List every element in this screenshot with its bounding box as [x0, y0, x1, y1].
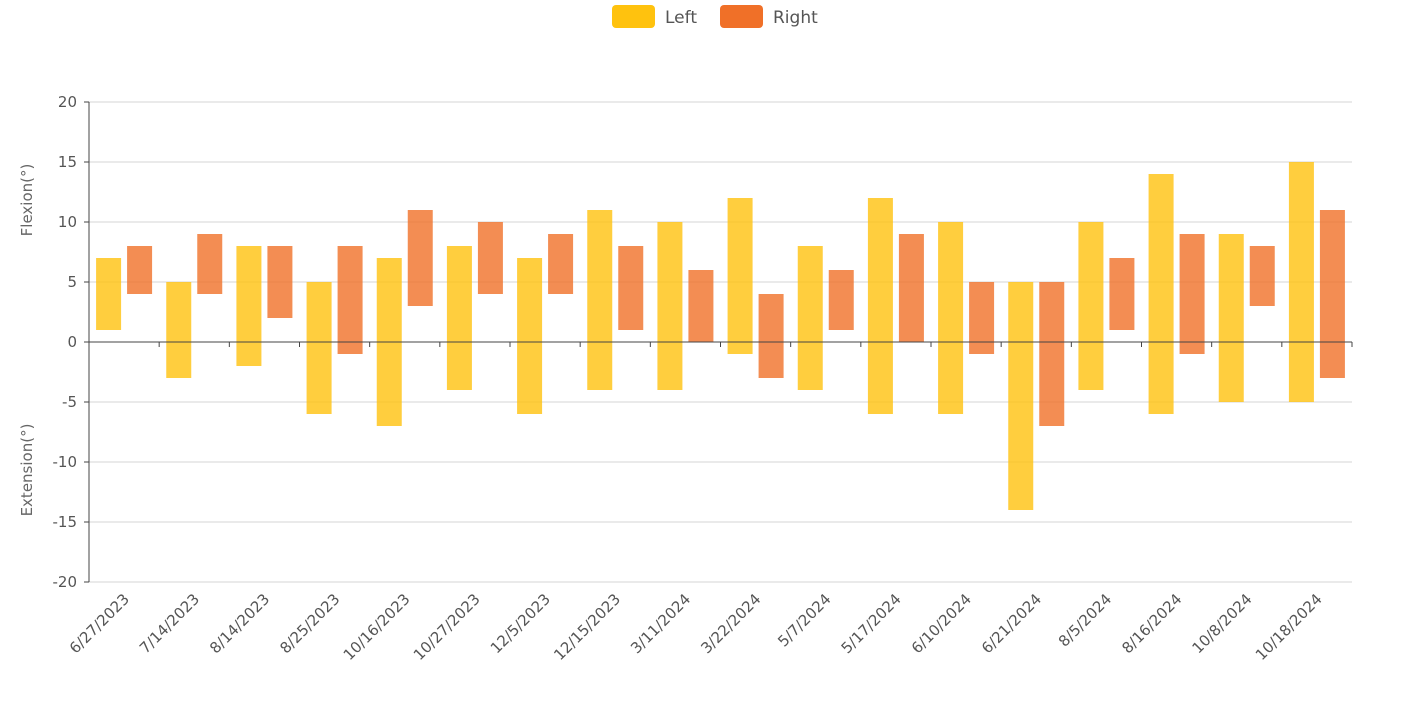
x-tick-label: 6/10/2024: [908, 590, 975, 657]
bar-right: [407, 210, 433, 306]
bar-left: [166, 282, 192, 378]
bar-left: [306, 282, 332, 414]
y-axis-label-flexion: Flexion(°): [18, 164, 36, 237]
x-tick-label: 5/7/2024: [774, 590, 834, 650]
x-tick-label: 8/5/2024: [1055, 590, 1115, 650]
x-tick-label: 6/21/2024: [978, 590, 1045, 657]
x-tick-label: 10/8/2024: [1188, 590, 1255, 657]
bar-left: [587, 210, 613, 390]
x-tick-label: 10/16/2023: [340, 590, 414, 664]
x-tick-label: 5/17/2024: [838, 590, 905, 657]
bar-left: [867, 198, 893, 414]
bar-left: [938, 222, 964, 414]
bar-right: [1179, 234, 1205, 354]
bar-right: [1039, 282, 1065, 426]
y-tick-label: -15: [53, 513, 78, 531]
y-tick-label: 20: [58, 93, 77, 111]
x-tick-label: 10/27/2023: [410, 590, 484, 664]
x-tick-label: 3/22/2024: [697, 590, 764, 657]
bar-left: [727, 198, 753, 354]
y-axis-label-extension: Extension(°): [18, 424, 36, 517]
bar-left: [1008, 282, 1034, 510]
x-tick-label: 7/14/2023: [136, 590, 203, 657]
bar-left: [1148, 174, 1174, 414]
bar-left: [517, 258, 543, 414]
legend: Left Right: [612, 5, 818, 28]
bar-right: [1249, 246, 1275, 306]
x-tick-label: 6/27/2023: [66, 590, 133, 657]
bars: [96, 162, 1345, 510]
x-tick-label: 10/18/2024: [1252, 590, 1326, 664]
x-tick-label: 12/15/2023: [550, 590, 624, 664]
bar-left: [657, 222, 683, 390]
x-tick-label: 12/5/2023: [487, 590, 554, 657]
y-tick-label: -20: [53, 573, 78, 591]
bar-right: [618, 246, 644, 330]
bar-left: [96, 258, 122, 330]
bar-right: [127, 246, 153, 294]
bar-left: [1218, 234, 1244, 402]
bar-left: [1078, 222, 1104, 390]
bar-right: [1319, 210, 1345, 378]
legend-swatch-right: [720, 5, 763, 28]
bar-right: [828, 270, 854, 330]
bar-right: [969, 282, 995, 354]
legend-label-left: Left: [665, 8, 697, 28]
y-tick-label: -10: [53, 453, 78, 471]
bar-right: [1109, 258, 1135, 330]
bar-right: [267, 246, 293, 318]
bar-right: [688, 270, 714, 342]
bar-right: [898, 234, 924, 342]
y-tick-label: 15: [58, 153, 77, 171]
y-tick-label: 0: [67, 333, 77, 351]
legend-swatch-left: [612, 5, 655, 28]
bar-right: [548, 234, 574, 294]
bar-right: [197, 234, 223, 294]
x-tick-label: 8/16/2024: [1118, 590, 1185, 657]
bar-left: [446, 246, 472, 390]
bar-left: [797, 246, 823, 390]
bar-right: [337, 246, 363, 354]
bar-left: [236, 246, 262, 366]
bar-left: [1288, 162, 1314, 402]
x-tick-label: 3/11/2024: [627, 590, 694, 657]
y-tick-label: -5: [62, 393, 77, 411]
bar-right: [758, 294, 784, 378]
bar-right: [477, 222, 503, 294]
x-tick-label: 8/25/2023: [276, 590, 343, 657]
legend-label-right: Right: [773, 8, 818, 28]
y-tick-label: 5: [67, 273, 77, 291]
y-tick-label: 10: [58, 213, 77, 231]
gridlines: [89, 101, 1352, 583]
x-tick-label: 8/14/2023: [206, 590, 273, 657]
